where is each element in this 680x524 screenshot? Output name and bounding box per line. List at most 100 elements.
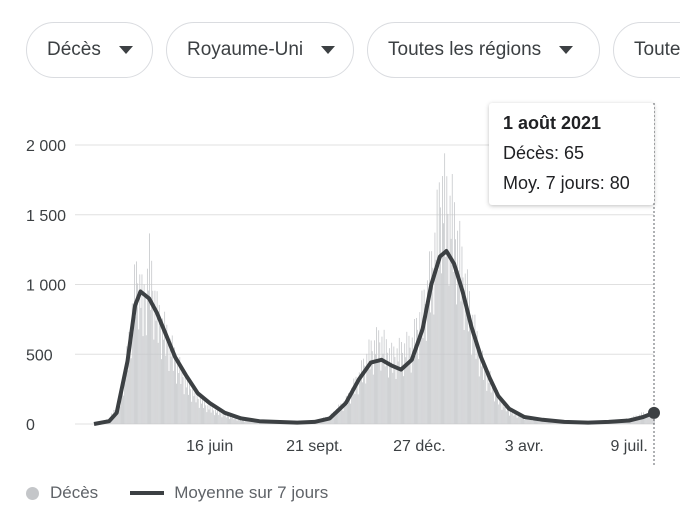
deaths-bar — [176, 383, 177, 424]
deaths-bar — [338, 404, 340, 424]
metric-dropdown[interactable]: Décès — [26, 22, 153, 78]
deaths-bar — [409, 347, 411, 424]
deaths-bar — [357, 394, 359, 424]
deaths-bar — [244, 421, 246, 424]
deaths-bar — [539, 421, 541, 424]
deaths-bar — [118, 398, 120, 424]
deaths-bar — [498, 404, 500, 424]
deaths-bar — [229, 419, 230, 424]
deaths-bar — [139, 274, 141, 424]
deaths-bar — [512, 410, 514, 424]
deaths-bar — [344, 404, 346, 424]
deaths-bar — [424, 304, 426, 424]
deaths-bar — [117, 406, 119, 424]
deaths-bar — [447, 213, 449, 424]
deaths-bar — [648, 412, 650, 424]
deaths-bar — [476, 331, 478, 424]
deaths-bar — [127, 370, 129, 424]
deaths-bar — [219, 411, 221, 424]
deaths-bar — [181, 366, 183, 424]
deaths-bar — [199, 398, 201, 424]
deaths-bar — [158, 304, 160, 424]
deaths-bar — [119, 406, 121, 424]
deaths-bar — [193, 396, 195, 424]
y-tick-label: 2 000 — [26, 138, 66, 155]
deaths-bar — [250, 420, 252, 424]
deaths-bar — [125, 373, 127, 424]
deaths-bar — [209, 405, 211, 424]
deaths-bar — [246, 420, 248, 424]
deaths-bar — [484, 360, 486, 424]
deaths-bar — [650, 413, 652, 424]
deaths-bar — [444, 153, 446, 424]
deaths-bar — [180, 383, 182, 424]
deaths-bar — [336, 408, 337, 424]
deaths-bar — [463, 330, 465, 424]
deaths-bar — [515, 414, 517, 424]
deaths-bar — [167, 341, 169, 424]
deaths-bar — [162, 318, 163, 424]
y-tick-label: 0 — [26, 417, 35, 434]
deaths-bar — [522, 415, 523, 424]
deaths-bar — [348, 392, 349, 424]
deaths-bar — [206, 412, 208, 424]
metric-dropdown-label: Décès — [47, 39, 101, 60]
deaths-bar — [475, 358, 477, 424]
deaths-bar — [341, 405, 343, 424]
region-dropdown[interactable]: Toutes les régions — [367, 22, 600, 78]
deaths-bar — [434, 232, 436, 424]
deaths-bar — [195, 402, 197, 424]
deaths-bar — [214, 415, 215, 424]
deaths-bar — [375, 354, 376, 424]
deaths-bar — [141, 274, 143, 424]
deaths-bar — [519, 413, 521, 424]
deaths-bar — [412, 350, 414, 424]
period-dropdown[interactable]: Toute — [613, 22, 680, 78]
deaths-bar — [411, 337, 413, 424]
deaths-bar — [353, 378, 355, 424]
deaths-bar — [545, 421, 547, 424]
deaths-bar — [247, 419, 249, 424]
deaths-bar — [388, 377, 389, 424]
deaths-bar — [184, 376, 186, 424]
x-tick-label: 9 juil. — [610, 438, 647, 455]
deaths-bar — [546, 422, 548, 424]
deaths-bar — [456, 304, 457, 424]
deaths-bar — [186, 375, 188, 424]
deaths-bar — [238, 419, 240, 424]
deaths-bar — [252, 420, 254, 424]
deaths-bar — [179, 357, 181, 424]
deaths-bar — [115, 413, 117, 424]
x-tick-label: 27 déc. — [393, 438, 445, 455]
deaths-bar — [649, 417, 651, 424]
deaths-bar — [190, 389, 191, 424]
deaths-bar — [530, 418, 532, 424]
deaths-bar — [478, 376, 480, 424]
deaths-bar — [243, 420, 244, 424]
deaths-bar — [542, 420, 544, 424]
deaths-bar — [436, 189, 438, 424]
deaths-bar — [465, 305, 467, 424]
hover-tooltip: 1 août 2021 Décès: 65 Moy. 7 jours: 80 — [489, 103, 654, 205]
deaths-bar — [355, 376, 357, 424]
deaths-bar — [415, 355, 416, 424]
deaths-bar — [386, 352, 388, 424]
deaths-bar — [337, 410, 339, 424]
deaths-bar — [131, 303, 133, 424]
deaths-bar — [397, 361, 399, 424]
deaths-bar — [441, 273, 442, 424]
deaths-bar — [535, 418, 536, 424]
country-dropdown-label: Royaume-Uni — [187, 39, 304, 60]
average-legend-label: Moyenne sur 7 jours — [174, 483, 329, 502]
deaths-bar — [251, 422, 253, 424]
deaths-bar — [487, 371, 489, 424]
deaths-bar — [191, 401, 193, 424]
deaths-bar — [446, 176, 448, 424]
deaths-bar — [536, 420, 537, 424]
country-dropdown[interactable]: Royaume-Uni — [166, 22, 354, 78]
deaths-bar — [395, 378, 397, 424]
deaths-bar — [418, 359, 420, 424]
deaths-bar — [149, 233, 150, 424]
deaths-bar — [500, 401, 502, 424]
